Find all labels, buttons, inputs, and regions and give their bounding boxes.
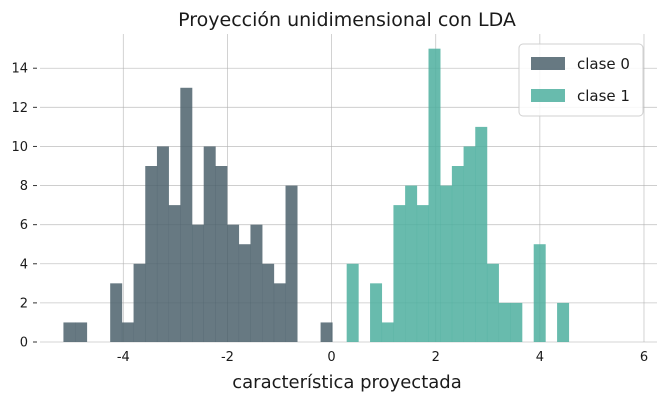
bar-clase-0 bbox=[168, 205, 181, 342]
y-tick-label: 0 bbox=[20, 336, 28, 351]
legend: clase 0 clase 1 bbox=[518, 43, 644, 117]
bar-clase-0 bbox=[227, 224, 240, 342]
bar-clase-0 bbox=[192, 224, 205, 342]
y-tick-label: 4 bbox=[20, 257, 28, 272]
bar-clase-1 bbox=[370, 283, 383, 342]
bar-clase-0 bbox=[121, 322, 134, 342]
bar-clase-1 bbox=[381, 322, 394, 342]
bar-clase-0 bbox=[215, 166, 228, 342]
bar-clase-0 bbox=[273, 283, 286, 342]
legend-label-clase-0: clase 0 bbox=[577, 55, 630, 73]
bar-clase-0 bbox=[110, 283, 123, 342]
bar-clase-1 bbox=[393, 205, 406, 342]
bar-clase-0 bbox=[180, 87, 193, 343]
x-axis-ticks: -4 -2 0 2 4 6 bbox=[117, 350, 648, 365]
bar-clase-1 bbox=[416, 205, 429, 342]
y-tick-label: 8 bbox=[20, 179, 28, 194]
y-tick-label: 10 bbox=[11, 140, 28, 155]
bar-clase-1 bbox=[510, 302, 523, 342]
bar-clase-1 bbox=[533, 244, 546, 342]
bar-clase-1 bbox=[346, 263, 359, 342]
y-tick-label: 2 bbox=[20, 296, 28, 311]
bar-clase-0 bbox=[75, 322, 88, 342]
bar-clase-0 bbox=[238, 244, 251, 342]
y-tick-label: 12 bbox=[11, 101, 28, 116]
bar-clase-1 bbox=[405, 185, 418, 342]
bar-clase-0 bbox=[262, 263, 275, 342]
bar-clase-0 bbox=[285, 185, 298, 342]
bar-clase-0 bbox=[145, 166, 158, 342]
bar-clase-1 bbox=[440, 185, 453, 342]
bar-clase-0 bbox=[320, 322, 333, 342]
chart-title: Proyección unidimensional con LDA bbox=[178, 9, 516, 31]
legend-swatch-clase-0 bbox=[531, 57, 565, 70]
histogram-bars bbox=[63, 48, 570, 343]
bar-clase-1 bbox=[451, 166, 464, 342]
legend-label-clase-1: clase 1 bbox=[577, 87, 630, 105]
x-tick-label: -4 bbox=[117, 350, 130, 365]
x-tick-label: 6 bbox=[640, 350, 648, 365]
y-tick-label: 6 bbox=[20, 218, 28, 233]
bar-clase-0 bbox=[156, 146, 169, 342]
x-tick-label: 4 bbox=[536, 350, 544, 365]
bar-clase-0 bbox=[250, 224, 263, 342]
x-axis-label: característica proyectada bbox=[232, 372, 461, 393]
bar-clase-1 bbox=[475, 126, 488, 342]
bar-clase-1 bbox=[428, 48, 441, 343]
legend-swatch-clase-1 bbox=[531, 89, 565, 102]
bar-clase-0 bbox=[63, 322, 76, 342]
x-tick-label: -2 bbox=[221, 350, 234, 365]
bar-clase-1 bbox=[557, 302, 570, 342]
y-axis-ticks: 0 2 4 6 8 10 12 14 bbox=[11, 62, 37, 351]
bar-clase-0 bbox=[203, 146, 216, 342]
y-tick-label: 14 bbox=[11, 62, 28, 77]
bar-clase-1 bbox=[463, 146, 476, 342]
x-tick-label: 2 bbox=[432, 350, 440, 365]
bar-clase-0 bbox=[133, 263, 146, 342]
bar-clase-1 bbox=[486, 263, 499, 342]
x-tick-label: 0 bbox=[327, 350, 335, 365]
bar-clase-1 bbox=[498, 302, 511, 342]
